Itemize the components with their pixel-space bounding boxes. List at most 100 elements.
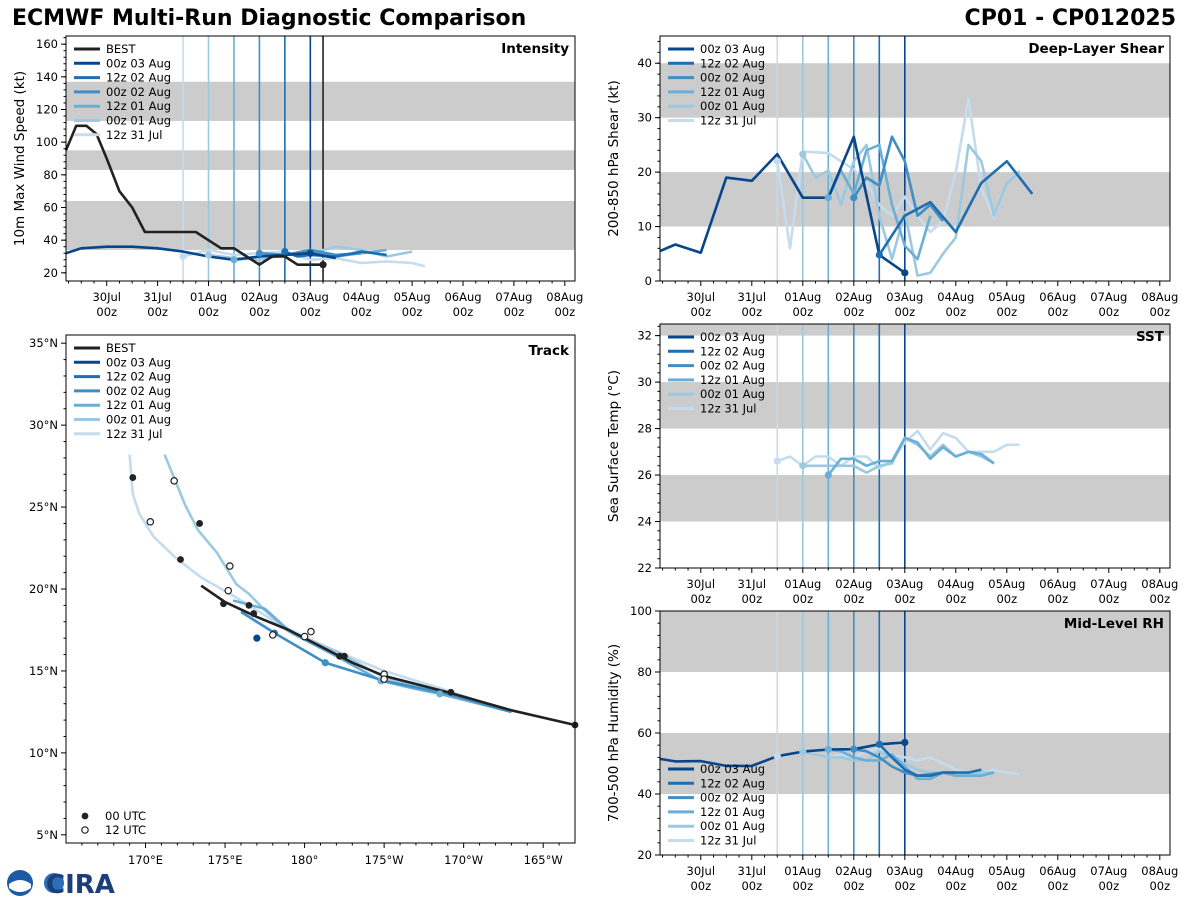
x-tick-label: 31Jul: [143, 290, 172, 304]
x-tick-sublabel: 00z: [1047, 879, 1068, 893]
y-tick-label: 100: [630, 604, 652, 618]
series-line: [827, 143, 932, 261]
legend-label: 12z 31 Jul: [700, 114, 757, 128]
series-line: [182, 248, 426, 268]
x-tick-label: 03Aug: [292, 290, 329, 304]
legend-label: 12z 01 Aug: [700, 85, 765, 99]
track-series-line: [128, 454, 512, 714]
panel-title: Intensity: [501, 41, 569, 57]
x-tick-sublabel: 00z: [1047, 592, 1068, 606]
legend-label: 12z 01 Aug: [700, 805, 765, 819]
storm-id-title: CP01 - CP012025: [964, 6, 1176, 31]
y-tick-label: 5°N: [36, 828, 58, 842]
x-tick-sublabel: 00z: [690, 879, 711, 893]
x-tick-label: 05Aug: [988, 864, 1025, 878]
x-tick-sublabel: 00z: [1098, 305, 1119, 319]
legend-label: 12z 01 Aug: [106, 99, 171, 113]
x-tick-sublabel: 00z: [741, 305, 762, 319]
init-marker: [773, 457, 781, 465]
y-tick-label: 32: [637, 329, 652, 343]
init-marker: [773, 157, 781, 165]
y-tick-label: 160: [36, 37, 58, 51]
track-run-marker: [253, 634, 261, 642]
x-tick-sublabel: 00z: [792, 592, 813, 606]
legend-label: 12z 31 Jul: [106, 427, 163, 441]
x-tick-label: 175°E: [208, 853, 243, 867]
logo-wordmark: CIRA: [46, 870, 115, 898]
y-tick-label: 10°N: [29, 746, 58, 760]
x-tick-label: 07Aug: [1090, 577, 1127, 591]
y-tick-label: 40: [637, 56, 652, 70]
shade-band: [660, 733, 1170, 794]
x-tick-label: 06Aug: [1039, 577, 1076, 591]
x-tick-label: 02Aug: [835, 864, 872, 878]
best-track-line: [64, 124, 323, 267]
x-tick-label: 31Jul: [738, 290, 767, 304]
x-tick-sublabel: 00z: [792, 879, 813, 893]
y-tick-label: 0: [645, 274, 652, 288]
main-title: ECMWF Multi-Run Diagnostic Comparison: [12, 6, 527, 31]
x-tick-label: 03Aug: [886, 864, 923, 878]
x-tick-sublabel: 00z: [945, 305, 966, 319]
series-line: [802, 436, 995, 475]
best-12utc-marker: [268, 631, 277, 639]
legend-label: 12z 31 Jul: [106, 128, 163, 142]
x-tick-label: 08Aug: [1141, 864, 1178, 878]
init-marker: [306, 249, 314, 257]
best-00utc-marker: [250, 610, 258, 617]
legend-label: 00z 03 Aug: [700, 330, 765, 344]
x-tick-label: 170°W: [444, 853, 483, 867]
x-tick-label: 07Aug: [495, 290, 532, 304]
legend-label: 00z 01 Aug: [700, 99, 765, 113]
init-marker: [773, 752, 781, 760]
panel-intensity: 2040608010012014016030Jul00z31Jul00z01Au…: [12, 35, 583, 319]
legend-label: 00z 03 Aug: [106, 56, 171, 70]
best-12utc-marker: [307, 627, 315, 636]
shade-band: [660, 382, 1170, 429]
init-marker: [799, 150, 807, 158]
x-tick-sublabel: 00z: [690, 592, 711, 606]
shade-band: [66, 150, 575, 170]
x-tick-label: 08Aug: [546, 290, 583, 304]
y-tick-label: 20: [43, 266, 58, 280]
x-tick-label: 30Jul: [687, 864, 716, 878]
y-tick-label: 30°N: [29, 418, 58, 432]
series-line: [659, 135, 906, 274]
legend-label: 00z 01 Aug: [106, 413, 171, 427]
x-tick-label: 170°E: [128, 853, 163, 867]
panel-title: Deep-Layer Shear: [1028, 41, 1164, 57]
x-tick-label: 07Aug: [1090, 290, 1127, 304]
shade-band: [660, 324, 1170, 336]
best-00utc-marker: [177, 556, 184, 563]
init-marker: [824, 194, 832, 202]
x-tick-sublabel: 00z: [792, 305, 813, 319]
init-marker: [799, 462, 807, 470]
legend-label: 12 UTC: [105, 823, 146, 837]
x-tick-label: 02Aug: [835, 577, 872, 591]
track-run-marker: [436, 690, 444, 698]
x-tick-label: 30Jul: [92, 290, 121, 304]
x-tick-sublabel: 00z: [843, 305, 864, 319]
legend-label: 00z 02 Aug: [700, 71, 765, 85]
y-tick-label: 140: [36, 70, 58, 84]
y-tick-label: 40: [637, 787, 652, 801]
legend-label: 00z 01 Aug: [700, 387, 765, 401]
x-tick-sublabel: 00z: [1149, 305, 1170, 319]
series-line: [878, 159, 1034, 256]
shade-band: [660, 63, 1170, 118]
series-line: [878, 743, 982, 778]
best-00utc-marker: [129, 474, 137, 481]
y-tick-label: 28: [637, 422, 652, 436]
x-tick-label: 05Aug: [394, 290, 431, 304]
x-tick-label: 165°W: [524, 853, 563, 867]
x-tick-label: 01Aug: [190, 290, 227, 304]
legend-label: 00z 02 Aug: [700, 359, 765, 373]
series-line: [827, 436, 995, 476]
x-tick-sublabel: 00z: [402, 305, 423, 319]
best-track-line: [200, 584, 576, 727]
x-tick-label: 31Jul: [738, 864, 767, 878]
x-tick-label: 05Aug: [988, 290, 1025, 304]
track-series-line: [240, 610, 512, 714]
legend-label: 00z 03 Aug: [106, 355, 171, 369]
shade-band: [66, 200, 575, 250]
